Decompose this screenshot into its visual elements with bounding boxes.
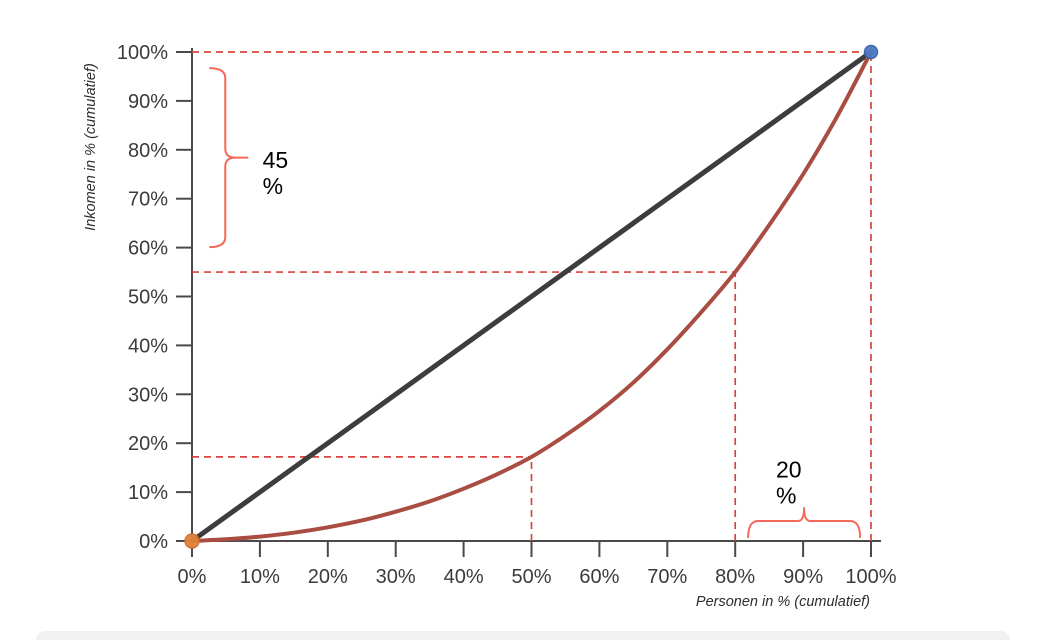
x-tick-label: 90% — [783, 566, 823, 588]
lorenz-curve — [190, 50, 873, 543]
x-tick-label: 30% — [376, 566, 416, 588]
y-tick-label: 50% — [128, 287, 168, 309]
x-tick-label: 80% — [715, 566, 755, 588]
brace-label: 20% — [776, 456, 802, 508]
x-tick-label: 40% — [444, 566, 484, 588]
x-tick-label: 0% — [178, 566, 207, 588]
brace-label: 45% — [263, 147, 289, 199]
y-axis-title: Inkomen in % (cumulatief) — [83, 63, 99, 231]
x-tick-label: 70% — [647, 566, 687, 588]
line-of-equality — [189, 49, 874, 544]
origin-point — [184, 533, 200, 549]
y-tick-label: 20% — [128, 433, 168, 455]
end-point — [863, 44, 879, 60]
y-tick-label: 70% — [128, 189, 168, 211]
y-tick-label: 90% — [128, 91, 168, 113]
y-tick-label: 60% — [128, 238, 168, 260]
y-tick-label: 10% — [128, 482, 168, 504]
x-axis-title: Personen in % (cumulatief) — [696, 594, 870, 610]
y-tick-label: 80% — [128, 140, 168, 162]
y-tick-label: 0% — [139, 531, 168, 553]
vertical-brace — [209, 67, 249, 249]
x-tick-label: 60% — [579, 566, 619, 588]
x-tick-label: 100% — [845, 566, 896, 588]
y-tick-label: 100% — [117, 42, 168, 64]
x-tick-label: 10% — [240, 566, 280, 588]
horizontal-brace — [747, 506, 862, 538]
x-tick-label: 50% — [511, 566, 551, 588]
y-tick-label: 40% — [128, 335, 168, 357]
x-tick-label: 20% — [308, 566, 348, 588]
y-tick-label: 30% — [128, 384, 168, 406]
bottom-panel-edge — [36, 631, 1010, 640]
